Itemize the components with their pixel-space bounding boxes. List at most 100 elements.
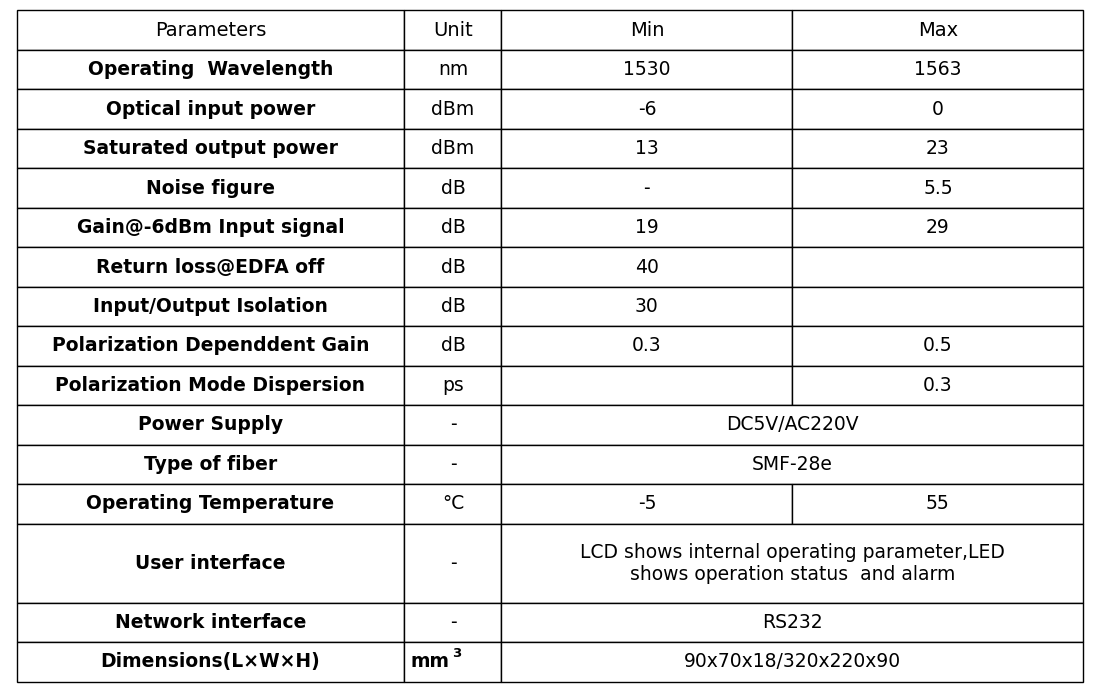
Text: RS232: RS232: [762, 613, 823, 632]
Text: Optical input power: Optical input power: [106, 100, 316, 118]
Bar: [16, 445, 405, 484]
Text: Dimensions(L×W×H): Dimensions(L×W×H): [100, 653, 320, 671]
Text: -: -: [450, 415, 456, 435]
Text: 30: 30: [635, 297, 659, 316]
Bar: [16, 326, 405, 366]
Bar: [792, 208, 1084, 247]
Bar: [792, 50, 1084, 89]
Text: dB: dB: [440, 179, 465, 197]
Text: Type of fiber: Type of fiber: [144, 455, 277, 474]
Bar: [16, 50, 405, 89]
Bar: [502, 406, 1084, 445]
Bar: [405, 50, 502, 89]
Bar: [502, 247, 792, 286]
Text: Noise figure: Noise figure: [146, 179, 275, 197]
Bar: [792, 286, 1084, 326]
Bar: [502, 286, 792, 326]
Bar: [16, 168, 405, 208]
Text: -: -: [644, 179, 650, 197]
Bar: [502, 603, 1084, 642]
Text: 90x70x18/320x220x90: 90x70x18/320x220x90: [684, 653, 901, 671]
Bar: [16, 286, 405, 326]
Text: User interface: User interface: [135, 554, 286, 573]
Text: Network interface: Network interface: [114, 613, 306, 632]
Bar: [405, 366, 502, 406]
Text: SMF-28e: SMF-28e: [752, 455, 833, 474]
Text: Polarization Mode Dispersion: Polarization Mode Dispersion: [55, 376, 365, 395]
Bar: [405, 247, 502, 286]
Bar: [405, 168, 502, 208]
Text: 3: 3: [452, 648, 461, 660]
Text: 0.3: 0.3: [923, 376, 953, 395]
Bar: [502, 10, 792, 50]
Bar: [16, 603, 405, 642]
Text: 13: 13: [635, 139, 659, 158]
Bar: [16, 524, 405, 603]
Bar: [502, 326, 792, 366]
Text: Min: Min: [629, 21, 664, 39]
Bar: [792, 168, 1084, 208]
Bar: [16, 366, 405, 406]
Text: Saturated output power: Saturated output power: [82, 139, 338, 158]
Text: 0.3: 0.3: [632, 336, 662, 356]
Text: °C: °C: [442, 495, 464, 513]
Text: 1563: 1563: [914, 60, 961, 79]
Bar: [792, 10, 1084, 50]
Text: DC5V/AC220V: DC5V/AC220V: [726, 415, 859, 435]
Bar: [405, 524, 502, 603]
Text: dB: dB: [440, 336, 465, 356]
Bar: [405, 10, 502, 50]
Bar: [502, 484, 792, 524]
Text: 55: 55: [926, 495, 949, 513]
Bar: [792, 247, 1084, 286]
Text: -6: -6: [638, 100, 657, 118]
Bar: [502, 524, 1084, 603]
Text: 0: 0: [932, 100, 944, 118]
Text: -: -: [450, 613, 456, 632]
Bar: [405, 208, 502, 247]
Bar: [16, 10, 405, 50]
Bar: [405, 129, 502, 168]
Bar: [792, 89, 1084, 129]
Text: 0.5: 0.5: [923, 336, 953, 356]
Text: mm: mm: [410, 653, 450, 671]
Text: Power Supply: Power Supply: [138, 415, 283, 435]
Bar: [405, 484, 502, 524]
Bar: [16, 247, 405, 286]
Text: Operating  Wavelength: Operating Wavelength: [88, 60, 333, 79]
Bar: [502, 168, 792, 208]
Text: Unit: Unit: [433, 21, 473, 39]
Bar: [502, 366, 792, 406]
Text: LCD shows internal operating parameter,LED
shows operation status  and alarm: LCD shows internal operating parameter,L…: [580, 543, 1005, 583]
Text: Input/Output Isolation: Input/Output Isolation: [94, 297, 328, 316]
Bar: [792, 484, 1084, 524]
Bar: [405, 445, 502, 484]
Bar: [16, 208, 405, 247]
Text: -5: -5: [638, 495, 657, 513]
Bar: [502, 129, 792, 168]
Bar: [502, 89, 792, 129]
Bar: [405, 326, 502, 366]
Text: Gain@-6dBm Input signal: Gain@-6dBm Input signal: [77, 218, 344, 237]
Bar: [792, 366, 1084, 406]
Bar: [792, 129, 1084, 168]
Bar: [502, 50, 792, 89]
Text: dB: dB: [440, 218, 465, 237]
Text: dBm: dBm: [431, 139, 474, 158]
Bar: [405, 603, 502, 642]
Text: Operating Temperature: Operating Temperature: [87, 495, 334, 513]
Bar: [405, 89, 502, 129]
Text: 5.5: 5.5: [923, 179, 953, 197]
Text: Return loss@EDFA off: Return loss@EDFA off: [97, 257, 324, 277]
Text: nm: nm: [438, 60, 469, 79]
Text: dB: dB: [440, 297, 465, 316]
Text: 29: 29: [926, 218, 949, 237]
Bar: [405, 406, 502, 445]
Text: 1530: 1530: [624, 60, 671, 79]
Text: Polarization Dependdent Gain: Polarization Dependdent Gain: [52, 336, 370, 356]
Text: ps: ps: [442, 376, 464, 395]
Text: dBm: dBm: [431, 100, 474, 118]
Bar: [405, 642, 502, 682]
Text: -: -: [450, 554, 456, 573]
Text: Parameters: Parameters: [155, 21, 266, 39]
